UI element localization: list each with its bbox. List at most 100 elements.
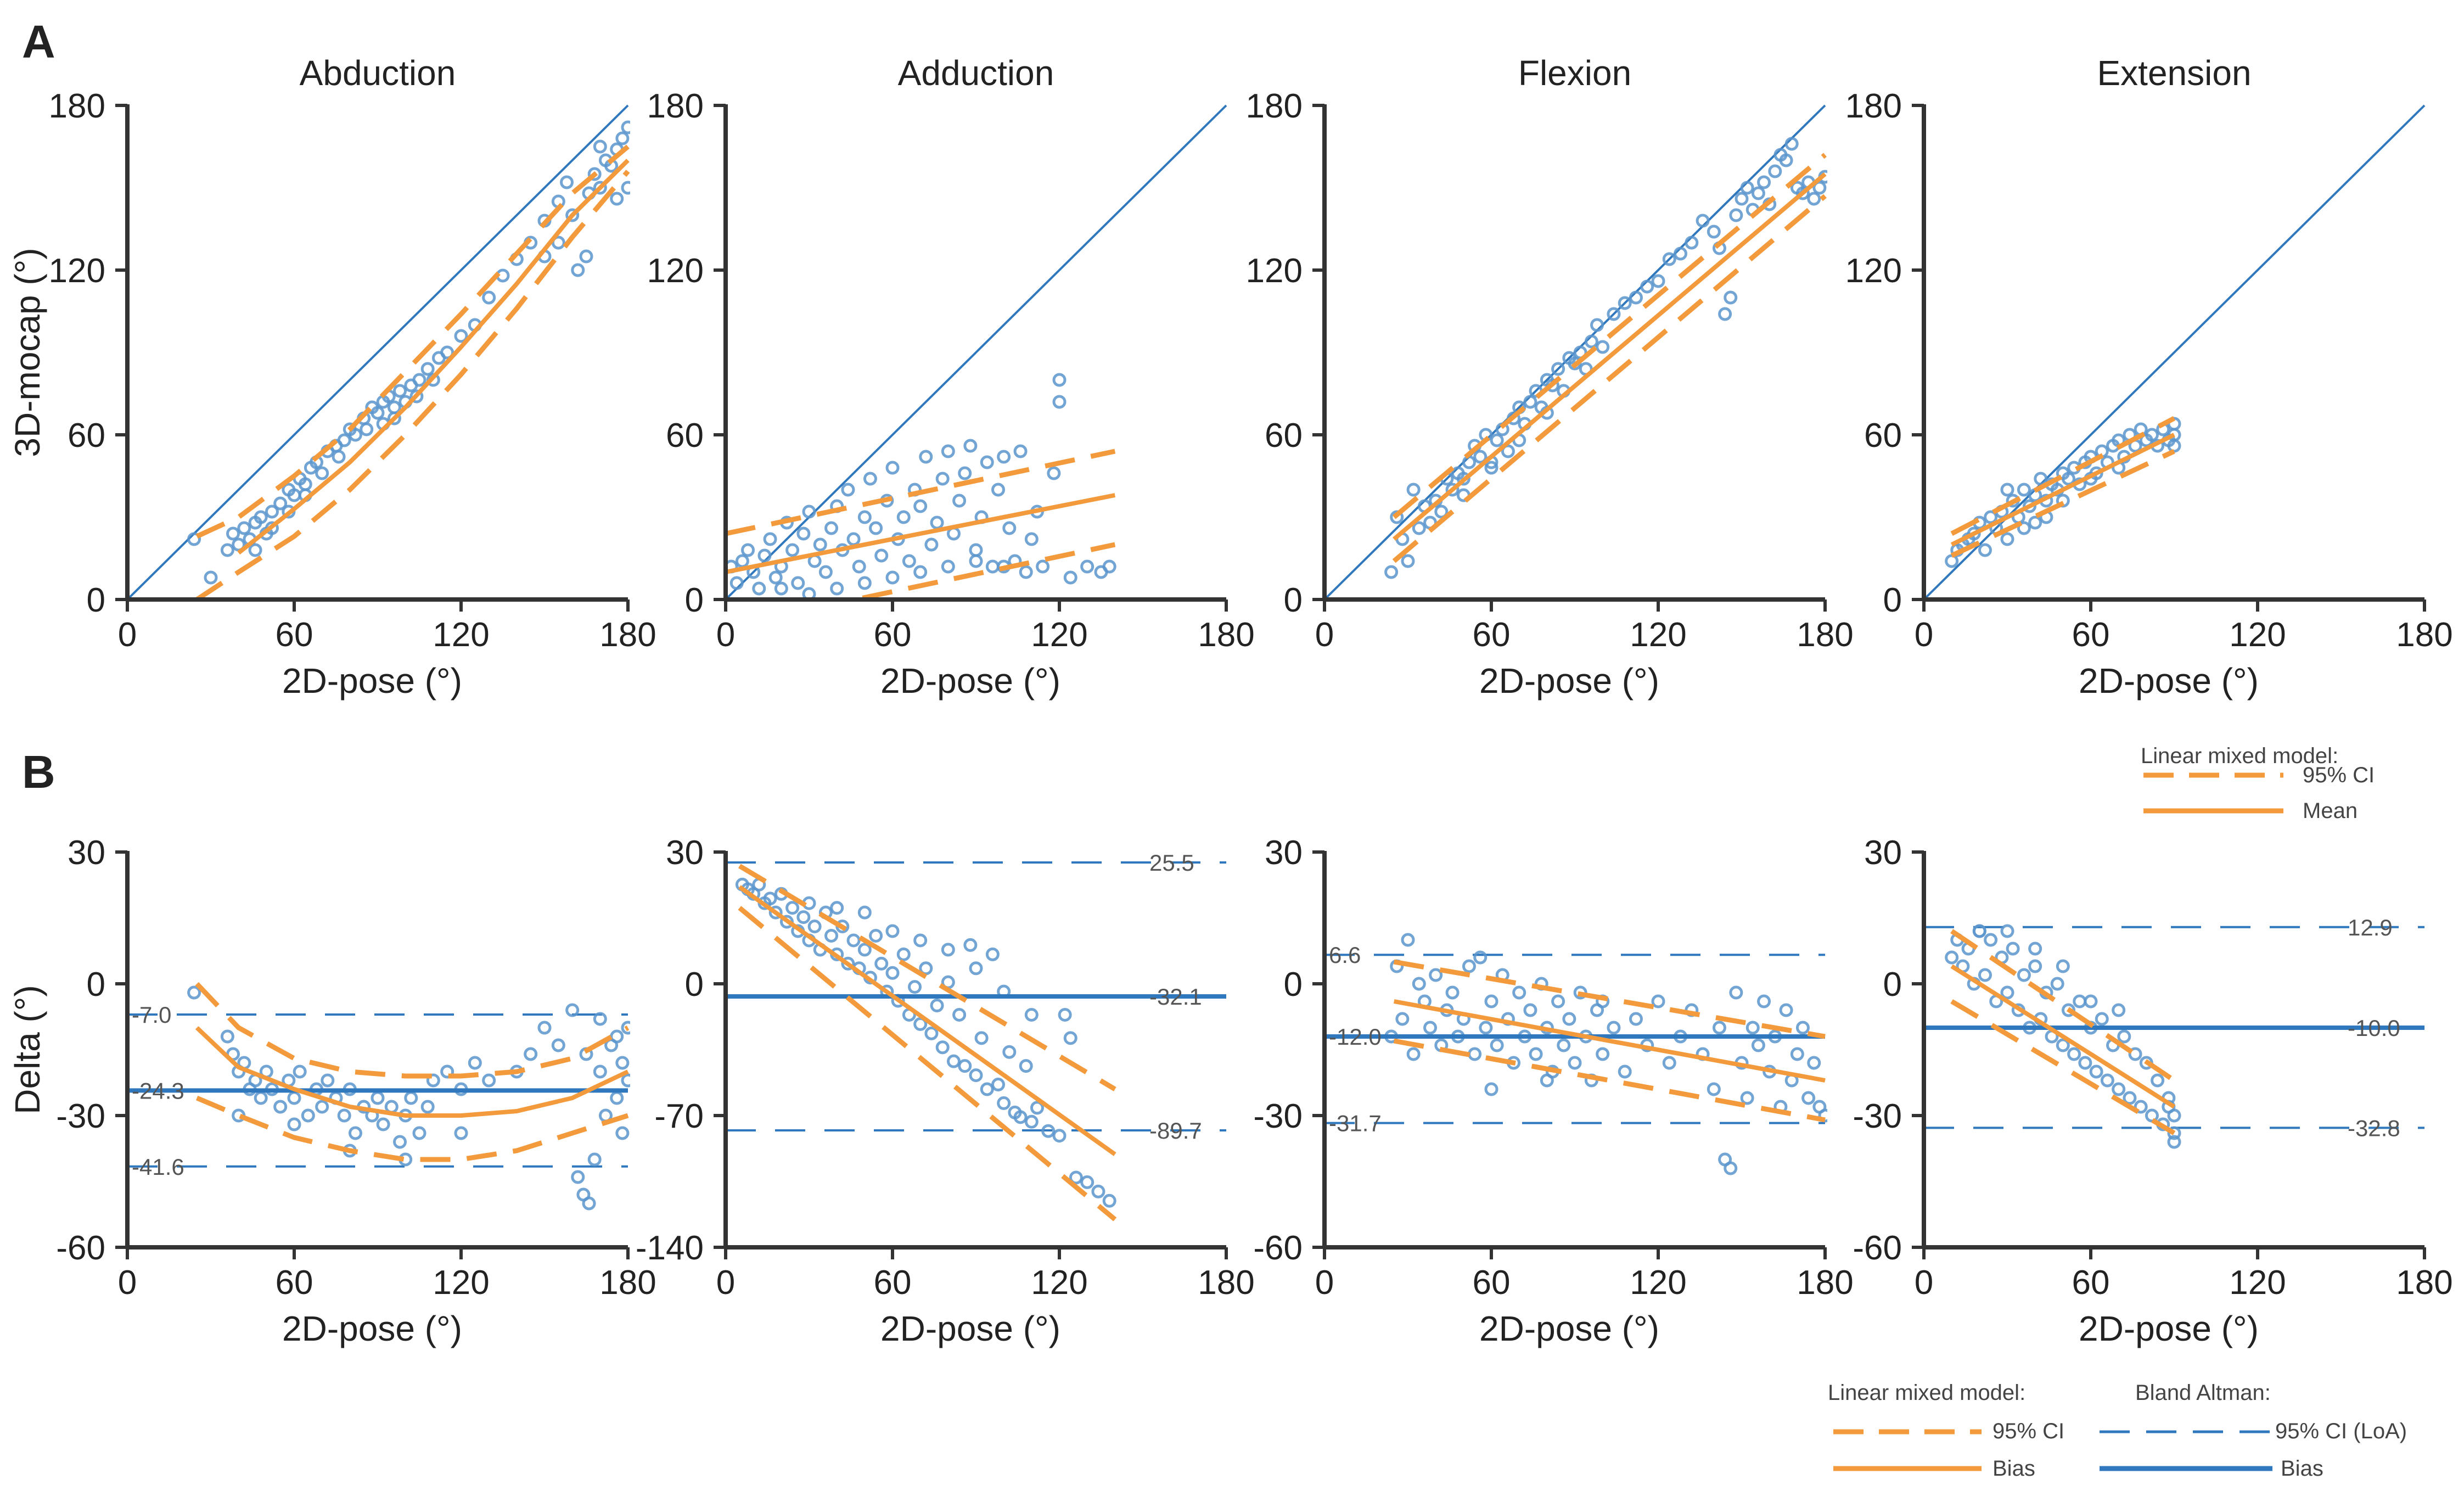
data-point [735, 554, 749, 568]
data-point [1013, 1110, 1028, 1124]
data-point [1395, 1012, 1410, 1026]
x-tick-label: 60 [2072, 616, 2110, 654]
data-point [741, 543, 755, 557]
data-point [857, 943, 872, 957]
data-point [204, 570, 218, 585]
data-point [2123, 1091, 2137, 1105]
data-point [1740, 1091, 1754, 1105]
data-point [763, 532, 777, 546]
data-point [610, 192, 624, 206]
data-point [1718, 307, 1732, 321]
data-point [974, 1031, 989, 1045]
x-tick-label: 180 [1797, 616, 1853, 654]
data-point [315, 466, 329, 480]
x-tick-label: 180 [2396, 616, 2452, 654]
data-point [991, 483, 1006, 497]
y-tick-label: -30 [56, 1097, 105, 1135]
data-point [376, 1117, 390, 1131]
data-point [1468, 1047, 1482, 1061]
data-point [985, 559, 1000, 574]
data-point [571, 263, 585, 277]
lmm-mean-line [1950, 433, 2175, 547]
data-point [615, 1126, 630, 1140]
y-tick-label: -30 [1853, 1097, 1902, 1135]
data-point [1984, 933, 1998, 947]
data-point [371, 406, 385, 420]
y-tick-label: 30 [666, 834, 704, 872]
data-point [913, 565, 928, 579]
legend-top-mean-label: Mean [2303, 799, 2358, 823]
data-point [930, 999, 944, 1013]
data-point [1401, 554, 1415, 568]
data-point [293, 1064, 307, 1079]
data-point [980, 455, 994, 469]
data-point [1052, 373, 1067, 387]
data-point [273, 496, 288, 511]
data-point [1795, 1021, 1810, 1035]
data-point [757, 548, 772, 563]
x-tick-label: 60 [874, 616, 912, 654]
x-tick-label: 180 [599, 616, 656, 654]
data-point [1757, 175, 1771, 189]
data-point [2061, 1003, 2075, 1017]
y-tick-label: -60 [56, 1229, 105, 1267]
data-point [958, 1059, 972, 1073]
data-point [969, 1068, 983, 1083]
y-tick-label: -140 [636, 1229, 704, 1267]
data-point [1091, 1184, 1105, 1198]
data-point [2145, 1108, 2159, 1123]
y-tick-label: 180 [1246, 87, 1303, 125]
lmm-ci-lower-line [1950, 449, 2175, 558]
data-point [1724, 290, 1738, 305]
data-point [551, 236, 565, 250]
data-point [1607, 307, 1621, 321]
chart-title: Extension [2097, 53, 2251, 93]
data-point [1596, 340, 1610, 354]
data-point [571, 1170, 585, 1184]
y-tick-label: 120 [49, 252, 105, 290]
data-point [621, 181, 630, 195]
data-point [1445, 483, 1460, 497]
data-point [952, 494, 967, 508]
data-point [1036, 559, 1050, 574]
data-point [1384, 565, 1399, 579]
lmm-ci-upper-line [726, 449, 1116, 536]
data-point [2017, 968, 2031, 982]
x-tick-label: 180 [599, 1264, 656, 1302]
data-point [958, 466, 972, 480]
data-point [1735, 192, 1749, 206]
lmm-mean-line [1950, 964, 2176, 1109]
data-point [1584, 334, 1598, 349]
ba-lower-label: -41.6 [132, 1154, 184, 1180]
ba-upper-label: 12.9 [2348, 915, 2393, 940]
data-point [902, 554, 916, 568]
data-point [387, 400, 401, 414]
data-point [1540, 1073, 1554, 1088]
data-point [1030, 1101, 1044, 1115]
data-point [1812, 181, 1827, 195]
data-point [587, 167, 602, 181]
data-point [1479, 1021, 1493, 1035]
data-point [941, 943, 955, 957]
plot-area [1324, 104, 1827, 599]
x-tick-label: 120 [2229, 616, 2286, 654]
data-point [593, 181, 607, 195]
data-point [1818, 1108, 1827, 1123]
data-point [1685, 236, 1699, 250]
data-point [752, 581, 766, 596]
data-point [1080, 559, 1095, 574]
x-tick-label: 0 [118, 616, 137, 654]
data-point [852, 559, 866, 574]
plot-area [127, 982, 630, 1211]
data-point [1529, 1047, 1543, 1061]
data-point [1640, 279, 1654, 294]
data-point [404, 1091, 418, 1105]
data-point [315, 1100, 329, 1114]
data-point [991, 1078, 1006, 1092]
data-point [1047, 466, 1061, 480]
data-point [2028, 516, 2042, 530]
data-point [1562, 1012, 1576, 1026]
data-point [1724, 1161, 1738, 1175]
data-point [440, 345, 454, 360]
data-point [1795, 186, 1810, 200]
